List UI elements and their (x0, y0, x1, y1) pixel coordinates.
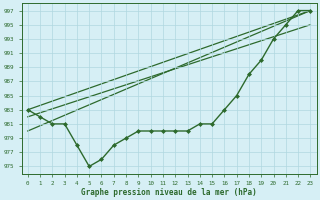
X-axis label: Graphe pression niveau de la mer (hPa): Graphe pression niveau de la mer (hPa) (81, 188, 257, 197)
